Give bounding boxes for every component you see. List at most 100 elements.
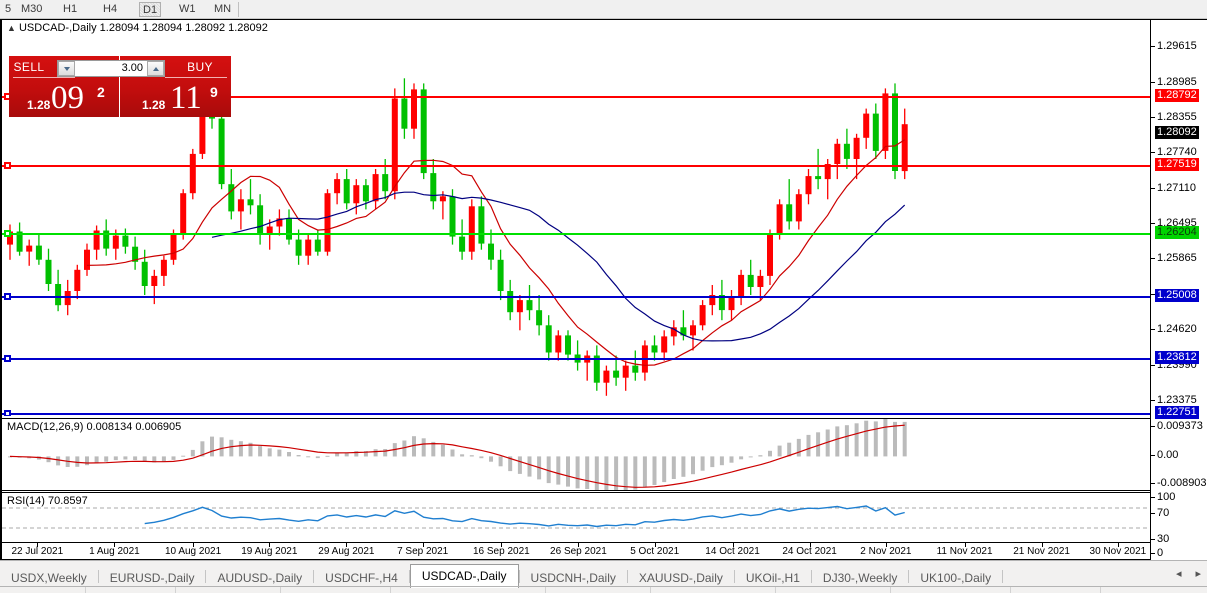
macd-chart bbox=[8, 419, 907, 490]
x-axis-tick bbox=[37, 543, 39, 547]
x-axis-tick bbox=[346, 543, 348, 547]
scale-label: 1.28355 bbox=[1157, 111, 1197, 123]
price-pane[interactable] bbox=[2, 38, 1150, 416]
sell-price-sup: 2 bbox=[97, 84, 105, 100]
tab-usdcnh-daily[interactable]: USDCNH-,Daily bbox=[530, 571, 616, 585]
tab-separator bbox=[518, 569, 520, 583]
timeframe-toolbar: 5 M30 H1 H4 D1 W1 MN bbox=[0, 0, 1207, 19]
price-scale[interactable]: 1.29615 1.28985 1.28355 1.27740 1.27110 1.264… bbox=[1150, 20, 1207, 560]
scale-tick bbox=[1151, 258, 1155, 259]
chevron-left-icon[interactable]: ◂ bbox=[1175, 568, 1182, 580]
timeframe-h4[interactable]: H4 bbox=[103, 3, 118, 15]
x-axis-label: 2 Nov 2021 bbox=[860, 546, 912, 557]
x-axis-tick bbox=[654, 543, 656, 547]
tab-separator bbox=[97, 569, 99, 583]
rsi-pane[interactable]: RSI(14) 70.8597 bbox=[2, 492, 1150, 542]
scale-tick bbox=[1151, 82, 1155, 83]
price-marker-red[interactable]: 1.28792 bbox=[1155, 89, 1199, 102]
timeframe-5[interactable]: 5 bbox=[5, 3, 12, 15]
triangle-up-icon[interactable]: ▲ bbox=[7, 23, 16, 33]
tab-xauusd-daily[interactable]: XAUUSD-,Daily bbox=[638, 571, 723, 585]
indicator-scale-label: -0.008903 bbox=[1157, 477, 1207, 489]
horizontal-level-line[interactable] bbox=[2, 233, 1150, 235]
chart-tabs: USDX,Weekly EURUSD-,Daily AUDUSD-,Daily USD… bbox=[0, 561, 1004, 588]
indicator-scale-label: 0 bbox=[1157, 547, 1164, 559]
tab-separator bbox=[908, 569, 910, 583]
level-line-handle[interactable] bbox=[4, 355, 11, 362]
tab-nav-buttons: ◂ ▸ bbox=[1176, 567, 1201, 580]
horizontal-level-line[interactable] bbox=[2, 358, 1150, 360]
tab-separator bbox=[205, 569, 207, 583]
volume-stepper[interactable]: 3.00 bbox=[57, 60, 165, 77]
tab-usdchf-h4[interactable]: USDCHF-,H4 bbox=[325, 571, 398, 585]
volume-input[interactable]: 3.00 bbox=[75, 61, 147, 76]
price-marker-blue[interactable]: 1.25008 bbox=[1155, 289, 1199, 302]
chart-title-bar: ▲ USDCAD-,Daily 1.28094 1.28094 1.28092 … bbox=[7, 22, 268, 34]
scale-tick bbox=[1151, 188, 1155, 189]
buy-price-sup: 9 bbox=[210, 84, 218, 100]
x-axis-label: 26 Sep 2021 bbox=[550, 546, 607, 557]
scale-tick bbox=[1151, 117, 1155, 118]
scale-tick bbox=[1151, 513, 1155, 514]
tab-separator bbox=[408, 569, 410, 583]
horizontal-level-line[interactable] bbox=[2, 165, 1150, 167]
tab-eurusd-daily[interactable]: EURUSD-,Daily bbox=[109, 571, 195, 585]
scale-tick bbox=[1151, 46, 1155, 47]
indicator-scale-label: 0.009373 bbox=[1157, 420, 1203, 432]
level-line-handle[interactable] bbox=[4, 410, 11, 416]
tab-separator bbox=[626, 569, 628, 583]
x-axis-label: 10 Aug 2021 bbox=[164, 546, 222, 557]
indicator-scale-label: 30 bbox=[1157, 533, 1170, 545]
scale-tick bbox=[1151, 365, 1155, 366]
macd-pane[interactable]: MACD(12,26,9) 0.008134 0.006905 bbox=[2, 418, 1150, 491]
timeframe-d1[interactable]: D1 bbox=[139, 2, 162, 17]
tab-usdx-weekly[interactable]: USDX,Weekly bbox=[11, 571, 87, 585]
timeframe-h1[interactable]: H1 bbox=[63, 3, 78, 15]
level-line-handle[interactable] bbox=[4, 162, 11, 169]
chevron-right-icon[interactable]: ▸ bbox=[1195, 568, 1201, 580]
chart-frame: ▲ USDCAD-,Daily 1.28094 1.28094 1.28092 … bbox=[0, 19, 1207, 560]
sell-label: SELL bbox=[13, 60, 45, 74]
level-line-handle[interactable] bbox=[4, 230, 11, 237]
price-marker-red[interactable]: 1.27519 bbox=[1155, 158, 1199, 171]
buy-price-prefix: 1.28 bbox=[142, 98, 166, 112]
price-marker-black[interactable]: 1.28092 bbox=[1155, 126, 1199, 139]
timeframe-m30[interactable]: M30 bbox=[21, 3, 43, 15]
timeframe-mn[interactable]: MN bbox=[214, 3, 232, 15]
scale-label: 1.24620 bbox=[1157, 323, 1197, 335]
scale-tick bbox=[1151, 329, 1155, 330]
level-line-handle[interactable] bbox=[4, 293, 11, 300]
x-axis-tick bbox=[885, 543, 887, 547]
price-marker-green[interactable]: 1.26204 bbox=[1155, 226, 1199, 239]
horizontal-level-line[interactable] bbox=[2, 296, 1150, 298]
timeframe-w1[interactable]: W1 bbox=[179, 3, 196, 15]
volume-increment-button[interactable] bbox=[147, 61, 164, 76]
x-axis-tick bbox=[1041, 543, 1043, 547]
tab-uk100-daily[interactable]: UK100-,Daily bbox=[920, 571, 992, 585]
tab-ukoil-h1[interactable]: UKOil-,H1 bbox=[745, 571, 800, 585]
x-axis: 22 Jul 2021 1 Aug 2021 10 Aug 2021 19 Aug 2… bbox=[2, 542, 1150, 561]
indicator-scale-label: 70 bbox=[1157, 507, 1170, 519]
tab-dj30-weekly[interactable]: DJ30-,Weekly bbox=[822, 571, 898, 585]
price-marker-blue[interactable]: 1.23812 bbox=[1155, 351, 1199, 364]
scale-label: 1.25865 bbox=[1157, 252, 1197, 264]
horizontal-level-line[interactable] bbox=[2, 413, 1150, 415]
volume-decrement-button[interactable] bbox=[58, 61, 75, 76]
sell-price-prefix: 1.28 bbox=[27, 98, 51, 112]
buy-button[interactable]: BUY 1.28 11 9 bbox=[120, 56, 231, 117]
scale-label: 1.23375 bbox=[1157, 394, 1197, 406]
tab-audusd-daily[interactable]: AUDUSD-,Daily bbox=[217, 571, 303, 585]
candlestick-chart bbox=[7, 73, 908, 396]
buy-price-big: 11 bbox=[170, 80, 202, 116]
horizontal-level-line[interactable] bbox=[2, 96, 1150, 98]
toolbar-separator bbox=[238, 2, 239, 17]
sell-price-big: 09 bbox=[51, 80, 84, 116]
x-axis-tick bbox=[1117, 543, 1119, 547]
sell-price: 1.28 09 2 bbox=[9, 78, 119, 116]
tab-usdcad-daily[interactable]: USDCAD-,Daily bbox=[409, 564, 519, 588]
rsi-chart bbox=[2, 505, 1150, 529]
price-marker-blue[interactable]: 1.22751 bbox=[1155, 406, 1199, 419]
scale-label: 1.27110 bbox=[1157, 182, 1196, 194]
rsi-label: RSI(14) 70.8597 bbox=[7, 495, 88, 507]
